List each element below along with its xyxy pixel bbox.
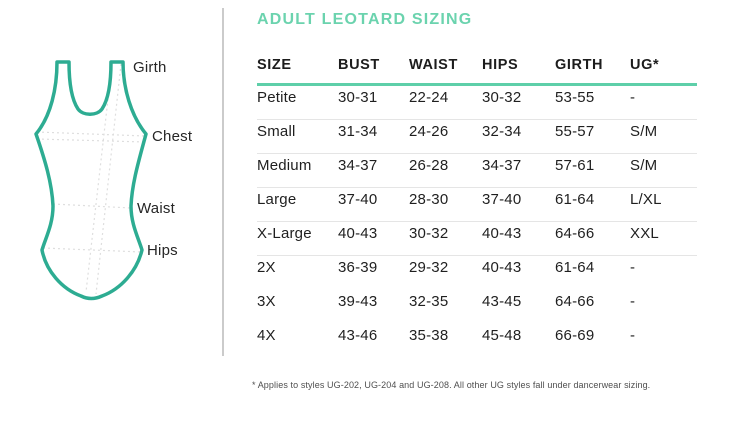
- column-header-size: SIZE: [257, 57, 292, 73]
- table-row: 2X 36-39 29-32 40-43 61-64 -: [257, 256, 697, 290]
- page-title: ADULT LEOTARD SIZING: [257, 11, 473, 28]
- girth-cell: 64-66: [555, 293, 595, 310]
- waist-cell: 28-30: [409, 191, 449, 208]
- hips-cell: 45-48: [482, 327, 522, 344]
- girth-cell: 61-64: [555, 259, 595, 276]
- hips-cell: 34-37: [482, 157, 522, 174]
- size-cell: Small: [257, 123, 296, 140]
- size-cell: 3X: [257, 293, 276, 310]
- ug-cell: -: [630, 259, 636, 276]
- girth-cell: 57-61: [555, 157, 595, 174]
- table-row: Large 37-40 28-30 37-40 61-64 L/XL: [257, 188, 697, 222]
- hips-label: Hips: [147, 242, 178, 259]
- ug-cell: S/M: [630, 123, 658, 140]
- ug-cell: -: [630, 293, 636, 310]
- hips-cell: 40-43: [482, 259, 522, 276]
- bust-cell: 31-34: [338, 123, 378, 140]
- waist-cell: 22-24: [409, 89, 449, 106]
- panel-divider-line: [222, 8, 224, 356]
- size-cell: Petite: [257, 89, 297, 106]
- ug-cell: S/M: [630, 157, 658, 174]
- waist-cell: 32-35: [409, 293, 449, 310]
- table-body: Petite 30-31 22-24 30-32 53-55 - Small 31-34 24-…: [257, 86, 697, 358]
- hips-cell: 32-34: [482, 123, 522, 140]
- bust-cell: 34-37: [338, 157, 378, 174]
- table-row: Medium 34-37 26-28 34-37 57-61 S/M: [257, 154, 697, 188]
- ug-cell: -: [630, 89, 636, 106]
- table-header-row: SIZE BUST WAIST HIPS GIRTH UG*: [257, 57, 697, 73]
- leotard-diagram: [34, 60, 148, 301]
- table-row: Petite 30-31 22-24 30-32 53-55 -: [257, 86, 697, 120]
- column-header-ug: UG*: [630, 57, 660, 73]
- bust-cell: 36-39: [338, 259, 378, 276]
- column-header-bust: BUST: [338, 57, 380, 73]
- hips-cell: 37-40: [482, 191, 522, 208]
- girth-cell: 55-57: [555, 123, 595, 140]
- sizing-table: SIZE BUST WAIST HIPS GIRTH UG* Petite 30-31 22-…: [257, 57, 697, 358]
- ug-cell: -: [630, 327, 636, 344]
- hips-cell: 43-45: [482, 293, 522, 310]
- waist-label: Waist: [137, 200, 175, 217]
- waist-cell: 35-38: [409, 327, 449, 344]
- bust-cell: 30-31: [338, 89, 378, 106]
- hips-cell: 40-43: [482, 225, 522, 242]
- waist-cell: 24-26: [409, 123, 449, 140]
- leotard-outline: [34, 60, 148, 301]
- table-row: 4X 43-46 35-38 45-48 66-69 -: [257, 324, 697, 358]
- size-cell: 2X: [257, 259, 276, 276]
- bust-cell: 39-43: [338, 293, 378, 310]
- bust-cell: 43-46: [338, 327, 378, 344]
- measurement-guide-lines: [36, 63, 146, 295]
- table-row: 3X 39-43 32-35 43-45 64-66 -: [257, 290, 697, 324]
- column-header-waist: WAIST: [409, 57, 458, 73]
- size-cell: 4X: [257, 327, 276, 344]
- waist-cell: 29-32: [409, 259, 449, 276]
- waist-cell: 26-28: [409, 157, 449, 174]
- girth-cell: 61-64: [555, 191, 595, 208]
- bust-cell: 37-40: [338, 191, 378, 208]
- hips-cell: 30-32: [482, 89, 522, 106]
- column-header-girth: GIRTH: [555, 57, 604, 73]
- ug-cell: L/XL: [630, 191, 662, 208]
- chest-label: Chest: [152, 128, 193, 145]
- girth-label: Girth: [133, 59, 167, 76]
- girth-cell: 64-66: [555, 225, 595, 242]
- ug-cell: XXL: [630, 225, 659, 242]
- size-cell: Large: [257, 191, 297, 208]
- bust-cell: 40-43: [338, 225, 378, 242]
- size-cell: X-Large: [257, 225, 312, 242]
- header-rule: [257, 83, 697, 86]
- table-row: X-Large 40-43 30-32 40-43 64-66 XXL: [257, 222, 697, 256]
- table-row: Small 31-34 24-26 32-34 55-57 S/M: [257, 120, 697, 154]
- size-cell: Medium: [257, 157, 312, 174]
- waist-cell: 30-32: [409, 225, 449, 242]
- footnote: * Applies to styles UG-202, UG-204 and U…: [252, 380, 651, 390]
- column-header-hips: HIPS: [482, 57, 519, 73]
- girth-cell: 53-55: [555, 89, 595, 106]
- girth-cell: 66-69: [555, 327, 595, 344]
